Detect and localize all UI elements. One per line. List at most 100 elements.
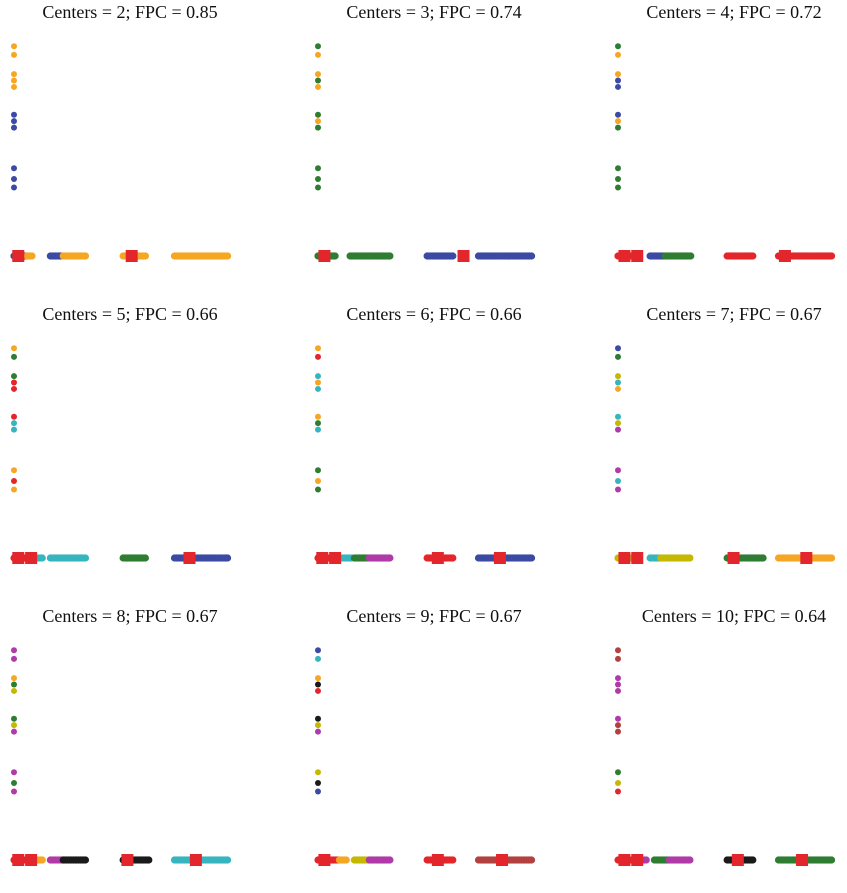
panel-4: Centers = 5; FPC = 0.66 [0, 302, 282, 591]
scatter-point [615, 165, 621, 172]
point-cluster [59, 554, 90, 562]
scatter-point [315, 373, 321, 380]
scatter-point [315, 51, 321, 58]
cluster-center-marker [316, 552, 329, 564]
point-cluster [23, 252, 36, 260]
scatter-point [315, 124, 321, 131]
scatter-point [827, 252, 836, 260]
scatter-point [28, 252, 36, 260]
scatter-point [449, 856, 457, 864]
point-cluster [365, 252, 394, 260]
scatter-point [11, 379, 17, 386]
scatter-point [315, 165, 321, 172]
scatter-point [615, 647, 621, 654]
scatter-point [315, 345, 321, 352]
panel-title: Centers = 10; FPC = 0.64 [641, 606, 827, 626]
scatter-point [38, 856, 46, 864]
panel-8: Centers = 9; FPC = 0.67 [304, 604, 586, 893]
point-cluster [46, 252, 65, 260]
scatter-point [315, 655, 321, 662]
scatter-point [223, 252, 232, 260]
scatter-point [615, 83, 621, 90]
scatter-point [11, 486, 17, 493]
scatter-plot [10, 43, 232, 262]
point-cluster [59, 856, 90, 864]
scatter-point [449, 554, 457, 562]
point-cluster [474, 252, 536, 260]
point-cluster [661, 252, 695, 260]
scatter-point [11, 83, 17, 90]
scatter-point [615, 43, 621, 50]
scatter-point [145, 856, 153, 864]
cluster-center-marker [318, 854, 331, 866]
cluster-center-marker [25, 854, 38, 866]
cluster-center-marker [318, 250, 331, 262]
cluster-center-marker [183, 552, 196, 564]
scatter-point [615, 420, 621, 427]
scatter-point [11, 51, 17, 58]
scatter-point [11, 373, 17, 380]
scatter-point [11, 655, 17, 662]
cluster-center-marker [125, 250, 138, 262]
scatter-plot [10, 345, 232, 564]
scatter-point [315, 486, 321, 493]
scatter-point [749, 252, 757, 260]
scatter-point [449, 252, 457, 260]
panel-1: Centers = 2; FPC = 0.85 [0, 0, 282, 289]
scatter-point [615, 124, 621, 131]
cluster-center-marker [631, 250, 644, 262]
scatter-point [315, 175, 321, 182]
cluster-center-marker [457, 250, 470, 262]
scatter-point [11, 175, 17, 182]
scatter-point [11, 413, 17, 420]
scatter-point [615, 722, 621, 729]
scatter-point [615, 675, 621, 682]
scatter-point [11, 681, 17, 688]
scatter-point [615, 486, 621, 493]
scatter-point [11, 353, 17, 360]
scatter-point [11, 77, 17, 84]
scatter-point [615, 373, 621, 380]
cluster-center-marker [727, 552, 740, 564]
scatter-point [331, 252, 339, 260]
cluster-center-marker [121, 854, 134, 866]
scatter-point [315, 184, 321, 191]
cluster-center-marker [496, 854, 509, 866]
scatter-point [686, 554, 694, 562]
scatter-point [315, 715, 321, 722]
scatter-point [315, 118, 321, 125]
scatter-point [11, 345, 17, 352]
scatter-point [615, 111, 621, 118]
cluster-center-marker [12, 250, 25, 262]
scatter-point [615, 715, 621, 722]
point-cluster [46, 856, 66, 864]
scatter-point [615, 728, 621, 735]
cluster-center-marker [329, 552, 342, 564]
scatter-point [141, 252, 149, 260]
scatter-point [827, 856, 836, 864]
scatter-point [11, 769, 17, 776]
scatter-point [11, 675, 17, 682]
point-cluster [170, 554, 232, 562]
scatter-point [615, 184, 621, 191]
scatter-point [11, 722, 17, 729]
scatter-point [223, 856, 232, 864]
cluster-center-marker [631, 552, 644, 564]
scatter-point [386, 252, 394, 260]
scatter-point [315, 420, 321, 427]
scatter-point [527, 856, 536, 864]
scatter-point [615, 175, 621, 182]
cluster-center-marker [778, 250, 791, 262]
scatter-point [615, 345, 621, 352]
scatter-point [11, 715, 17, 722]
cluster-center-marker [25, 552, 38, 564]
panel-title: Centers = 5; FPC = 0.66 [42, 304, 218, 324]
scatter-point [615, 118, 621, 125]
scatter-point [615, 769, 621, 776]
scatter-point [11, 467, 17, 474]
panel-title: Centers = 9; FPC = 0.67 [346, 606, 522, 626]
cluster-center-marker [12, 552, 25, 564]
scatter-point [749, 856, 757, 864]
scatter-point [615, 687, 621, 694]
scatter-point [615, 788, 621, 795]
